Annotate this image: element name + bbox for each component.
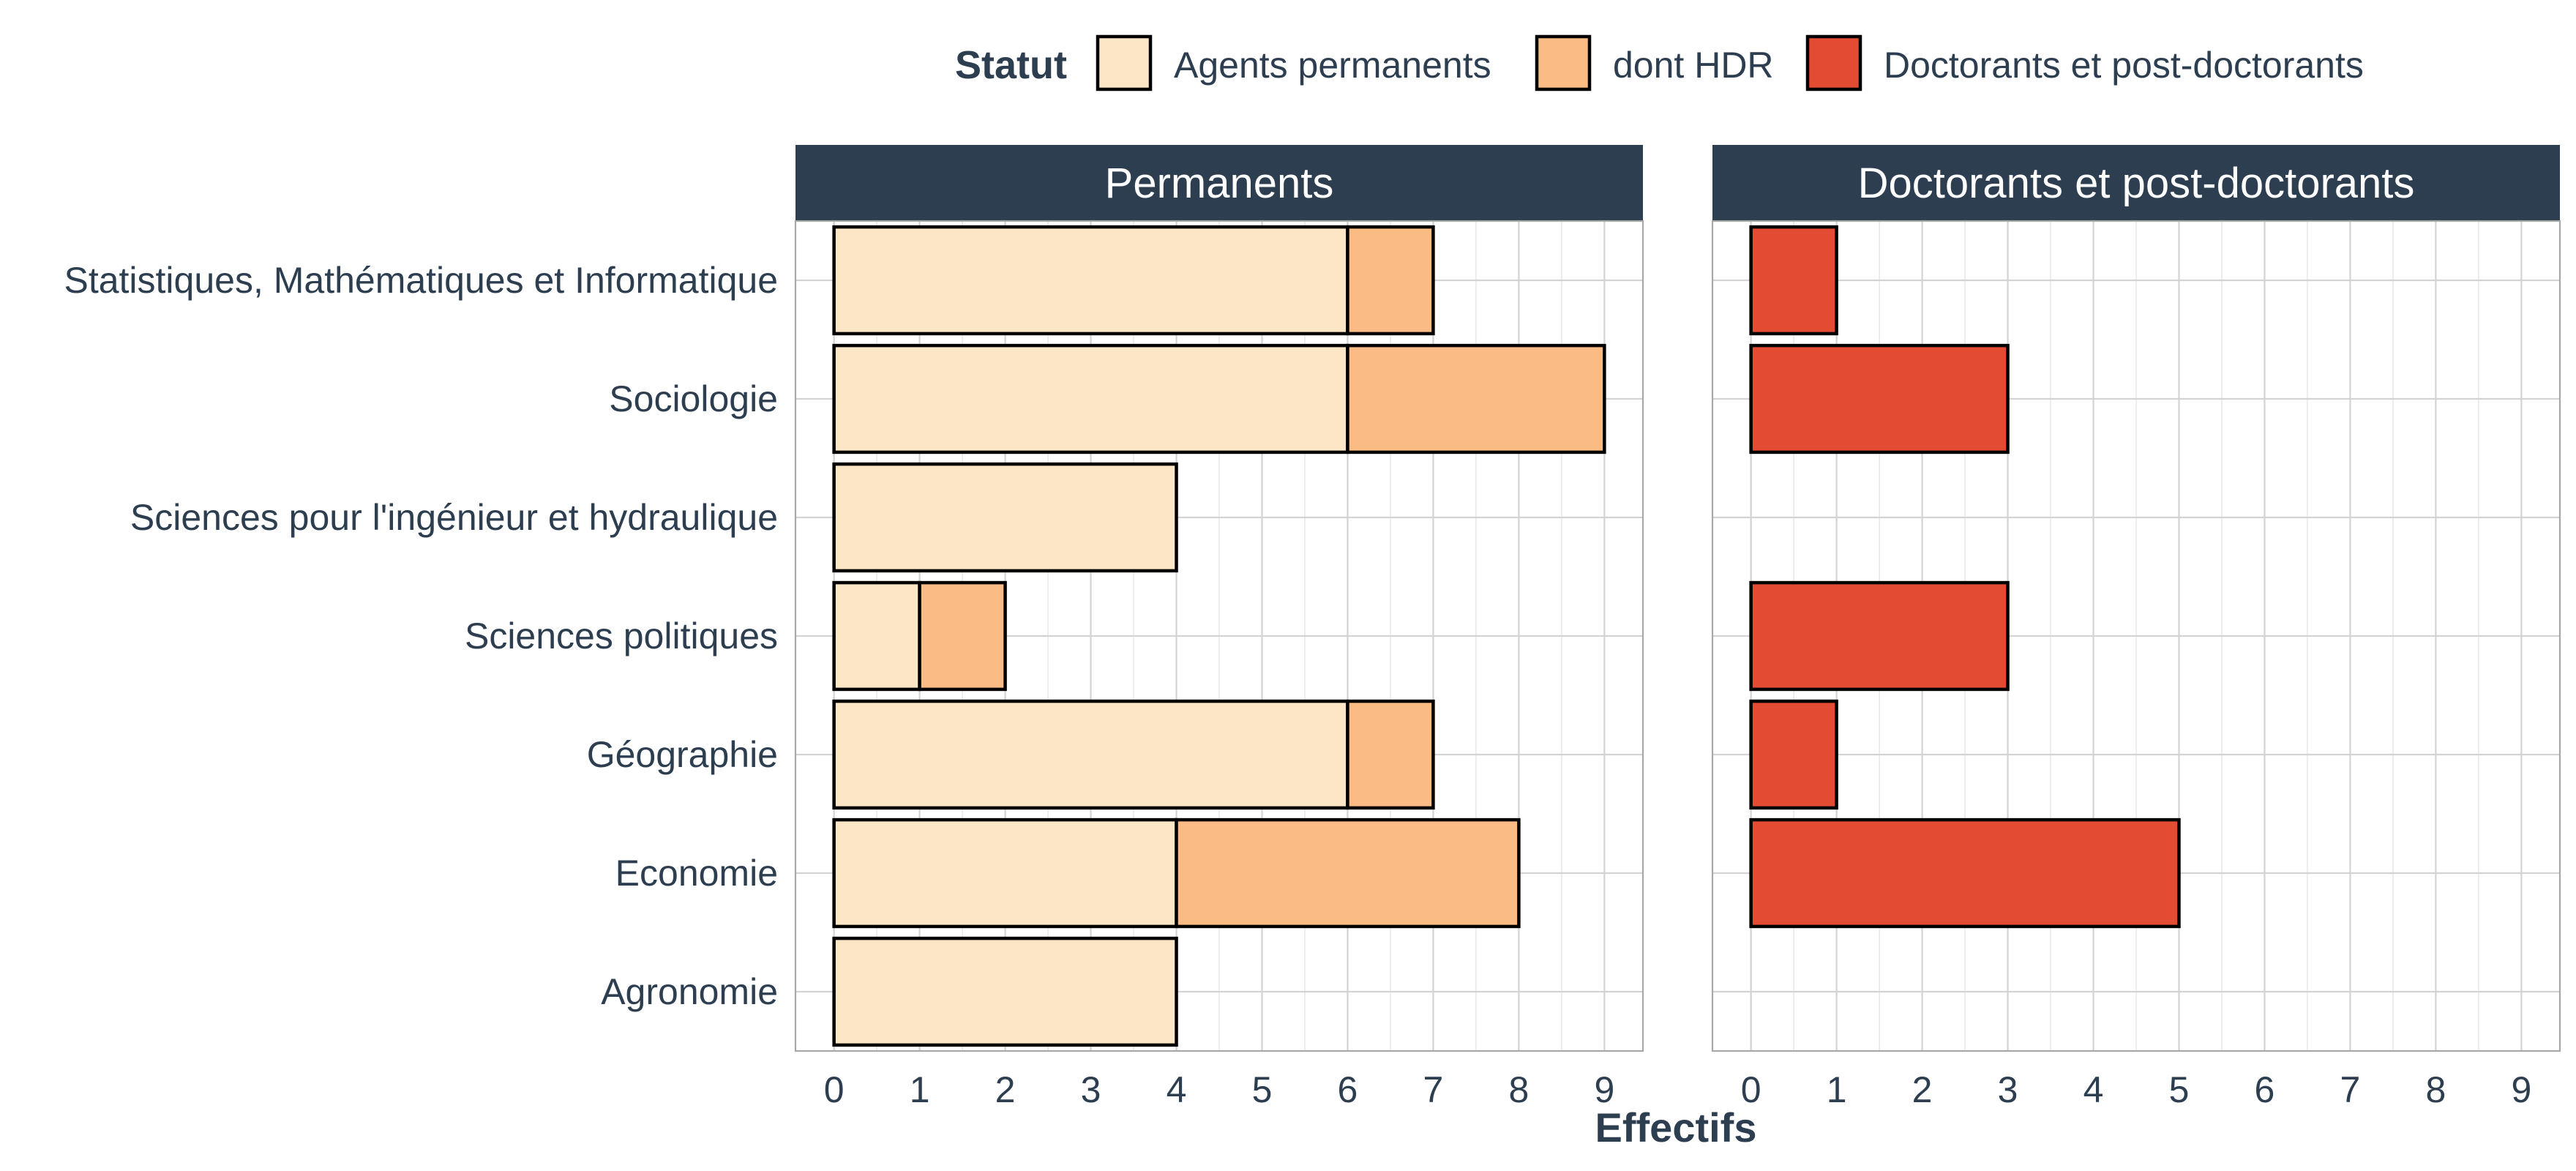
x-tick-label: 6 [1338, 1069, 1358, 1110]
legend: Statut Agents permanents dont HDR Doctor… [955, 34, 2364, 91]
x-tick-label: 0 [1741, 1069, 1761, 1110]
x-ticks-doctorants: 0 1 2 3 4 5 6 7 8 9 [1741, 1069, 2532, 1110]
category-label: Sciences pour l'ingénieur et hydraulique [130, 497, 778, 538]
bar-agents-permanents-statistiques-mathematiques-et-informatique [832, 225, 1349, 336]
x-tick-label: 4 [2083, 1069, 2104, 1110]
legend-label-doctorants: Doctorants et post-doctorants [1884, 45, 2364, 86]
strip-doctorants [1712, 145, 2560, 221]
bar-dont-hdr-sciences-politiques [918, 580, 1007, 692]
bar-doctorants-et-post-doctorants-sciences-politiques [1749, 580, 2010, 692]
bar-doctorants-et-post-doctorants-sociologie [1749, 343, 2010, 454]
bar-agents-permanents-sciences-pour-l-ingenieur-et-hydraulique [832, 462, 1178, 573]
strip-title-permanents: Permanents [1105, 160, 1334, 207]
bars-doctorants [1749, 225, 2181, 929]
x-axis-title: Effectifs [1595, 1104, 1757, 1151]
bar-doctorants-et-post-doctorants-geographie [1749, 699, 1838, 810]
category-labels: Statistiques, Mathématiques et Informati… [64, 260, 778, 1012]
bar-doctorants-et-post-doctorants-statistiques-mathematiques-et-informatique [1749, 225, 1838, 336]
strip-title-doctorants: Doctorants et post-doctorants [1858, 160, 2415, 207]
x-tick-label: 1 [1827, 1069, 1847, 1110]
x-tick-label: 2 [1912, 1069, 1933, 1110]
bar-agents-permanents-sciences-politiques [832, 580, 921, 692]
category-label: Economie [615, 853, 778, 894]
category-label: Statistiques, Mathématiques et Informati… [64, 260, 778, 301]
legend-key-doctorants [1805, 34, 1862, 91]
x-tick-label: 9 [1594, 1069, 1614, 1110]
x-tick-label: 7 [1423, 1069, 1444, 1110]
legend-label-dont-hdr: dont HDR [1613, 45, 1774, 86]
x-tick-label: 9 [2511, 1069, 2531, 1110]
bar-dont-hdr-economie [1175, 818, 1521, 929]
category-label: Géographie [587, 734, 778, 775]
panel-border-permanents [794, 220, 1644, 1052]
bar-agents-permanents-agronomie [832, 936, 1178, 1047]
legend-key-dont-hdr [1535, 34, 1592, 91]
bar-agents-permanents-sociologie [832, 343, 1349, 454]
bar-dont-hdr-statistiques-mathematiques-et-informatique [1346, 225, 1435, 336]
category-label: Sciences politiques [465, 616, 778, 656]
bar-dont-hdr-geographie [1346, 699, 1435, 810]
legend-title: Statut [955, 43, 1067, 87]
bars-permanents [832, 225, 1606, 1047]
x-tick-label: 2 [995, 1069, 1016, 1110]
panel-doctorants: Doctorants et post-doctorants 0 1 2 3 4 5 6 7 8 9 [1711, 145, 2561, 1110]
x-tick-label: 3 [1998, 1069, 2018, 1110]
x-tick-label: 1 [910, 1069, 930, 1110]
strip-permanents [795, 145, 1643, 221]
x-tick-label: 0 [824, 1069, 845, 1110]
x-tick-label: 7 [2340, 1069, 2361, 1110]
bar-agents-permanents-economie [832, 818, 1178, 929]
bar-agents-permanents-geographie [832, 699, 1349, 810]
panel-permanents: Permanents 0 1 2 3 4 5 6 7 8 9 [794, 145, 1644, 1110]
category-label: Agronomie [601, 971, 778, 1012]
bar-doctorants-et-post-doctorants-economie [1749, 818, 2181, 929]
x-tick-label: 6 [2255, 1069, 2275, 1110]
panel-border-doctorants [1711, 220, 2561, 1052]
legend-label-agents-permanents: Agents permanents [1174, 45, 1491, 86]
x-tick-label: 8 [1508, 1069, 1529, 1110]
x-tick-label: 3 [1081, 1069, 1101, 1110]
x-tick-label: 5 [1252, 1069, 1273, 1110]
x-ticks-permanents: 0 1 2 3 4 5 6 7 8 9 [824, 1069, 1615, 1110]
x-tick-label: 8 [2425, 1069, 2446, 1110]
legend-key-agents-permanents [1096, 34, 1153, 91]
x-tick-label: 5 [2169, 1069, 2190, 1110]
x-tick-label: 4 [1167, 1069, 1187, 1110]
bar-dont-hdr-sociologie [1346, 343, 1606, 454]
category-label: Sociologie [609, 378, 778, 419]
